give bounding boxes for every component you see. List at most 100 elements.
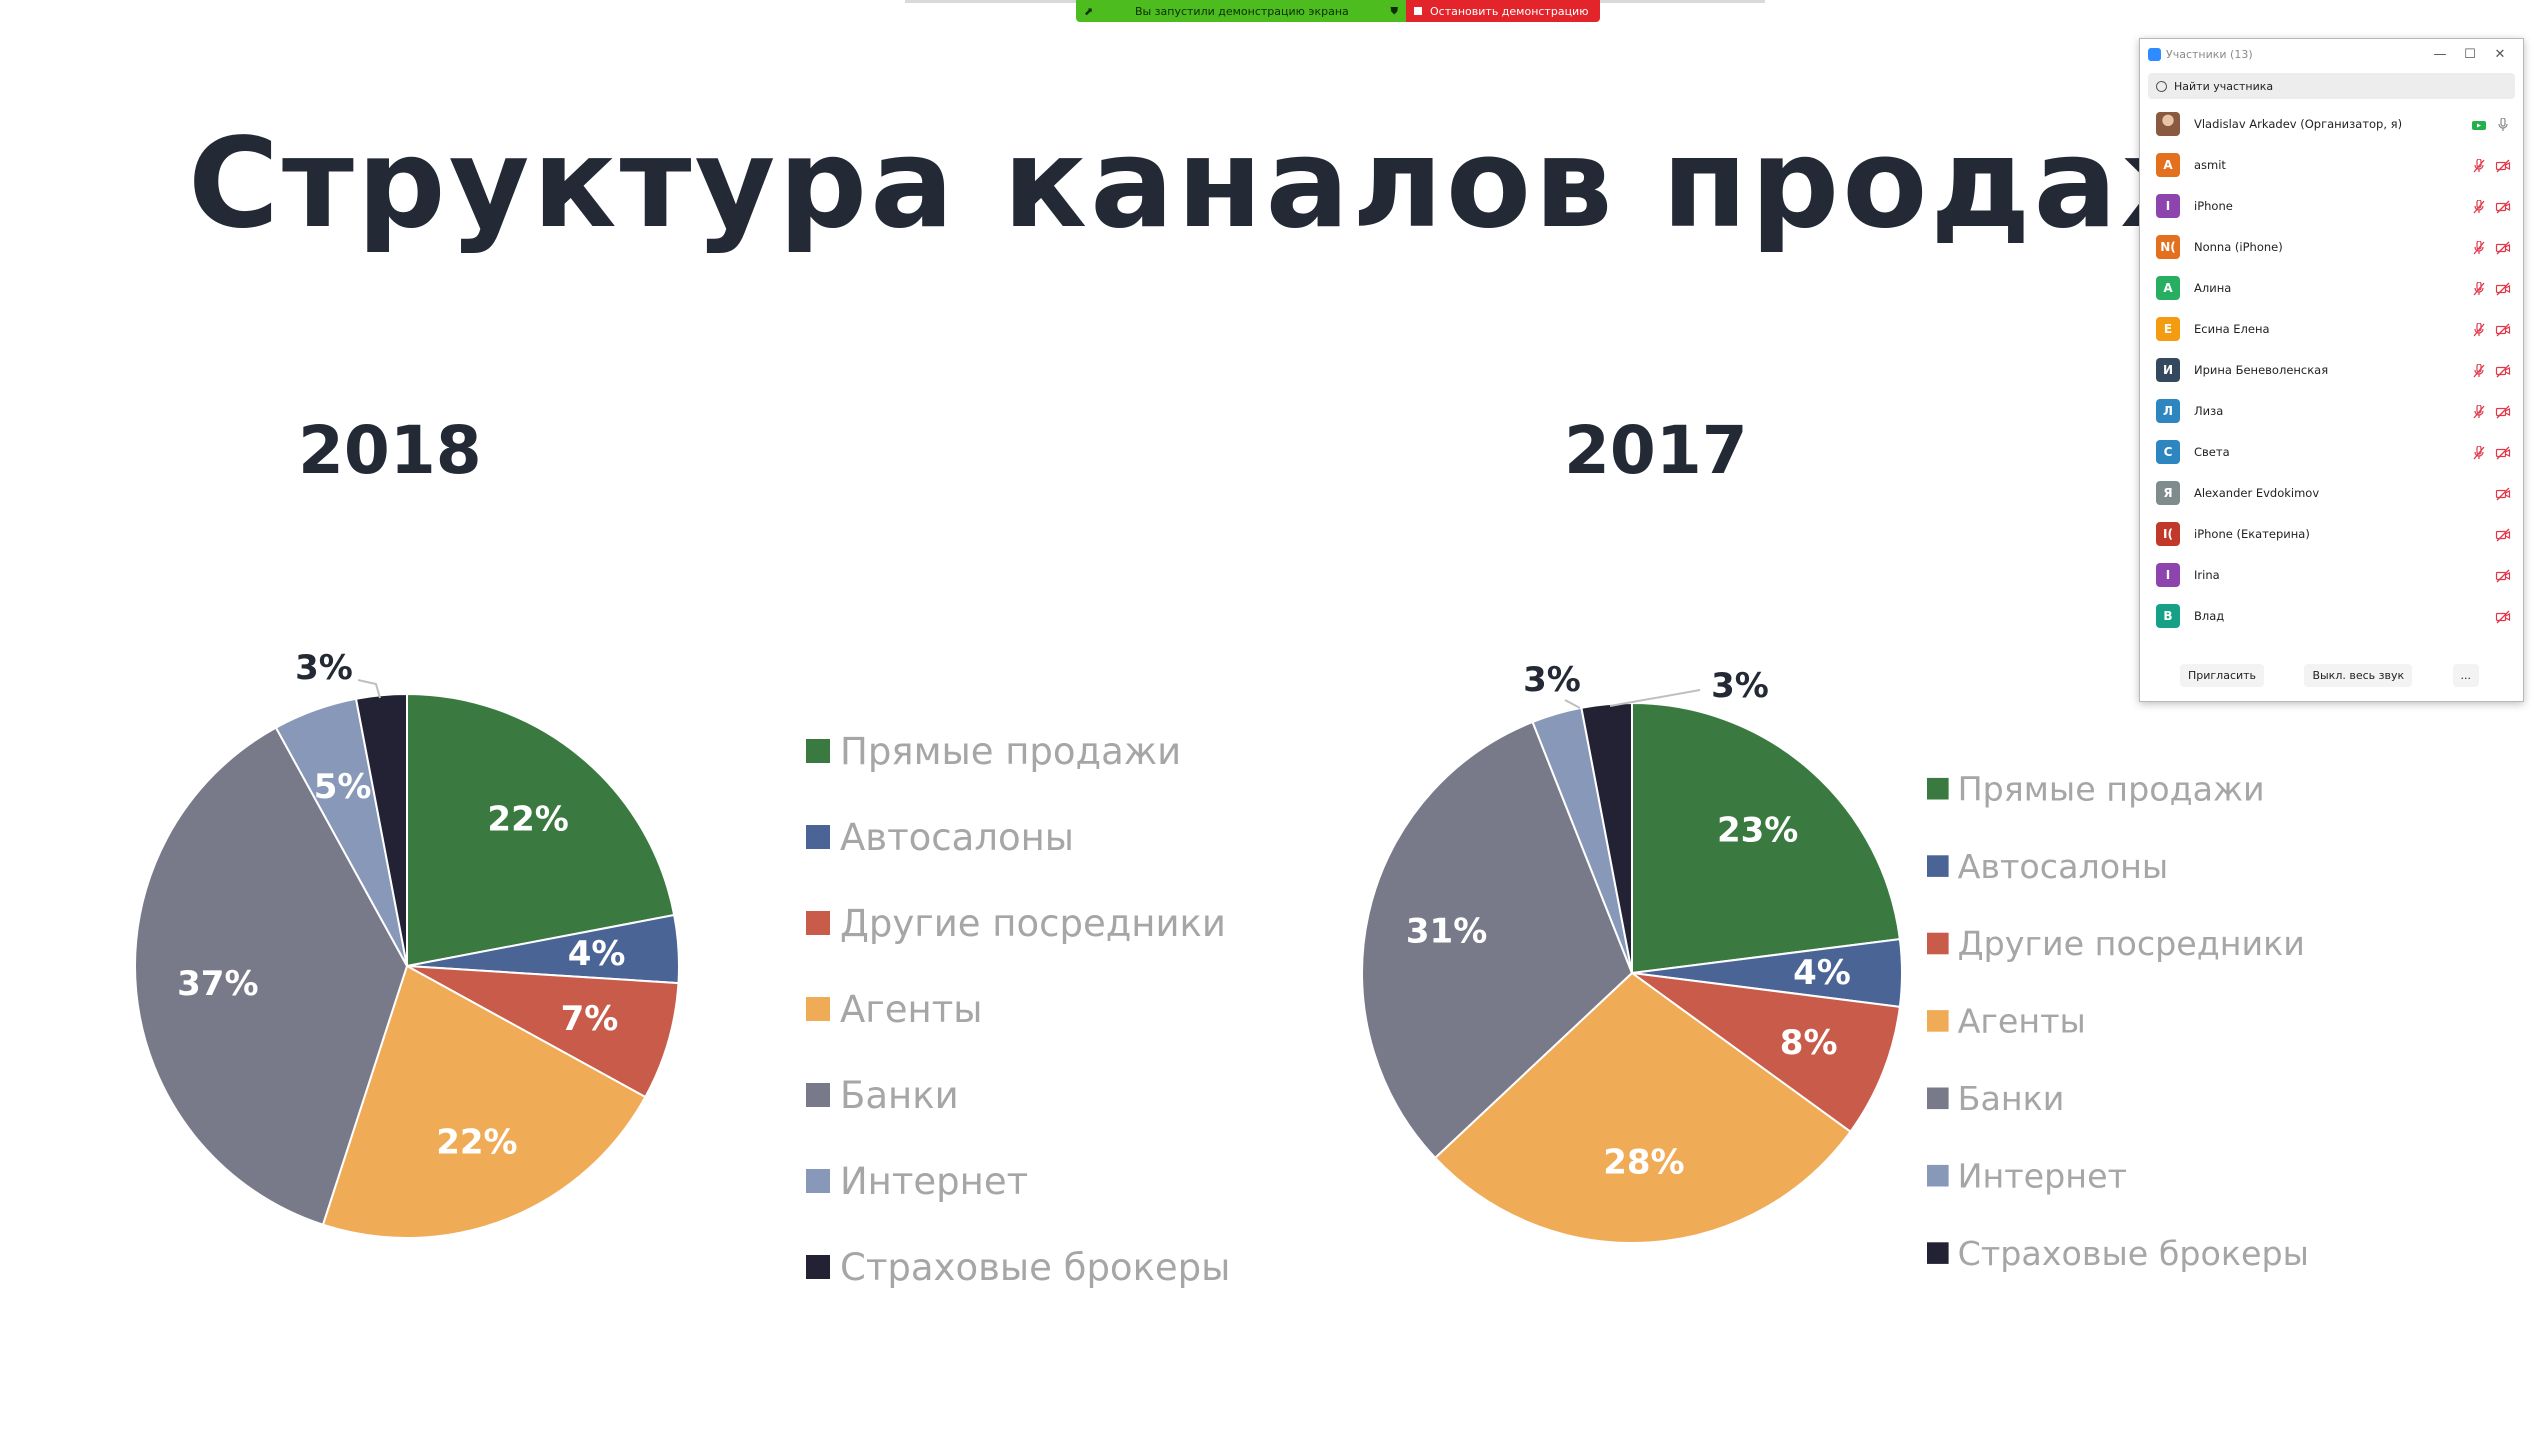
mic-muted-icon[interactable] bbox=[2471, 444, 2487, 459]
mute-all-button[interactable]: Выкл. весь звук bbox=[2304, 664, 2413, 687]
legend-item-dealers: Автосалоны bbox=[1927, 827, 2309, 904]
participant-name: Irina bbox=[2194, 567, 2220, 582]
legend-swatch bbox=[806, 825, 830, 849]
search-placeholder: Найти участника bbox=[2174, 79, 2274, 93]
video-off-icon[interactable] bbox=[2495, 568, 2511, 582]
video-off-icon[interactable] bbox=[2495, 240, 2511, 254]
participant-name: iPhone bbox=[2194, 198, 2233, 213]
avatar: N( bbox=[2156, 234, 2180, 259]
participant-row[interactable]: И Ирина Беневоленская bbox=[2140, 349, 2523, 390]
invite-button[interactable]: Пригласить bbox=[2180, 664, 2265, 687]
stop-share-label: Остановить демонстрацию bbox=[1430, 4, 1589, 18]
participant-row[interactable]: Я Alexander Evdokimov bbox=[2140, 472, 2523, 513]
participant-row[interactable]: С Света bbox=[2140, 431, 2523, 472]
video-off-icon[interactable] bbox=[2495, 322, 2511, 336]
pie-slice-direct bbox=[406, 692, 676, 968]
legend-2018: Прямые продажи Автосалоны Другие посредник… bbox=[806, 708, 1230, 1310]
legend-item-direct: Прямые продажи bbox=[806, 708, 1230, 794]
participant-name: Алина bbox=[2194, 280, 2232, 295]
video-off-icon[interactable] bbox=[2495, 609, 2511, 623]
mic-muted-icon[interactable] bbox=[2471, 280, 2487, 295]
avatar: С bbox=[2156, 439, 2180, 464]
legend-label: Агенты bbox=[1957, 1001, 2086, 1041]
search-icon bbox=[2156, 80, 2167, 92]
video-on-icon[interactable] bbox=[2471, 117, 2487, 131]
data-label-other-intermediaries: 7% bbox=[561, 999, 619, 1039]
minimize-icon[interactable]: — bbox=[2433, 46, 2447, 62]
legend-item-internet: Интернет bbox=[1927, 1137, 2309, 1214]
participant-row[interactable]: А Алина bbox=[2140, 267, 2523, 308]
legend-swatch bbox=[1927, 1010, 1949, 1032]
participant-row[interactable]: N(Nonna (iPhone) bbox=[2140, 226, 2523, 267]
participant-name: Лиза bbox=[2194, 403, 2224, 418]
leader-line bbox=[1609, 689, 1701, 707]
data-label-direct: 22% bbox=[487, 800, 568, 840]
legend-item-banks: Банки bbox=[806, 1052, 1230, 1138]
legend-item-dealers: Автосалоны bbox=[806, 794, 1230, 880]
avatar: I bbox=[2156, 193, 2180, 218]
mic-muted-icon[interactable] bbox=[2471, 362, 2487, 377]
avatar: А bbox=[2156, 275, 2180, 300]
avatar: Е bbox=[2156, 316, 2180, 341]
participant-row[interactable]: Е Есина Елена bbox=[2140, 308, 2523, 349]
avatar bbox=[2156, 111, 2180, 136]
maximize-icon[interactable]: ☐ bbox=[2464, 46, 2476, 62]
data-label-dealers: 4% bbox=[1793, 953, 1851, 993]
close-icon[interactable]: ✕ bbox=[2494, 46, 2506, 62]
zoom-icon bbox=[2148, 47, 2161, 61]
participant-name: Света bbox=[2194, 444, 2230, 459]
video-off-icon[interactable] bbox=[2495, 445, 2511, 459]
video-off-icon[interactable] bbox=[2495, 527, 2511, 541]
data-label-banks: 37% bbox=[177, 964, 258, 1004]
video-off-icon[interactable] bbox=[2495, 486, 2511, 500]
legend-label: Страховые брокеры bbox=[840, 1245, 1231, 1289]
video-off-icon[interactable] bbox=[2495, 404, 2511, 418]
mic-muted-icon[interactable] bbox=[2471, 157, 2487, 172]
video-off-icon[interactable] bbox=[2495, 281, 2511, 295]
legend-swatch bbox=[1927, 1164, 1949, 1187]
participant-name: Alexander Evdokimov bbox=[2194, 485, 2320, 500]
mic-on-icon[interactable] bbox=[2495, 116, 2511, 131]
mic-muted-icon[interactable] bbox=[2471, 239, 2487, 254]
participant-row[interactable]: I Irina bbox=[2140, 554, 2523, 595]
mic-muted-icon[interactable] bbox=[2471, 321, 2487, 336]
leader-line bbox=[1564, 699, 1581, 709]
data-label-direct: 23% bbox=[1717, 810, 1798, 850]
mic-muted-icon[interactable] bbox=[2471, 403, 2487, 418]
avatar: I bbox=[2156, 562, 2180, 587]
participant-row[interactable]: Vladislav Arkadev (Организатор, я) bbox=[2140, 103, 2523, 144]
participant-name: Влад bbox=[2194, 608, 2225, 623]
participant-row[interactable]: I(iPhone (Екатерина) bbox=[2140, 513, 2523, 554]
mic-muted-icon[interactable] bbox=[2471, 198, 2487, 213]
more-button[interactable]: ... bbox=[2452, 664, 2479, 687]
legend-label: Прямые продажи bbox=[840, 729, 1182, 773]
avatar: В bbox=[2156, 603, 2180, 628]
stop-share-button[interactable]: Остановить демонстрацию bbox=[1406, 0, 1601, 22]
video-off-icon[interactable] bbox=[2495, 199, 2511, 213]
stop-icon bbox=[1414, 7, 1422, 15]
video-off-icon[interactable] bbox=[2495, 363, 2511, 377]
slide-title: Структура каналов продаж bbox=[188, 112, 2247, 256]
data-label-other-intermediaries: 8% bbox=[1780, 1023, 1838, 1063]
legend-item-other-intermediaries: Другие посредники bbox=[806, 880, 1230, 966]
participant-search-input[interactable]: Найти участника bbox=[2148, 73, 2515, 99]
avatar: И bbox=[2156, 357, 2180, 382]
data-label-brokers: 3% bbox=[1711, 666, 1769, 706]
year-2018-label: 2018 bbox=[298, 412, 482, 489]
legend-swatch bbox=[1927, 855, 1949, 877]
pie-slice-other-intermediaries bbox=[406, 965, 680, 1099]
participant-row[interactable]: Л Лиза bbox=[2140, 390, 2523, 431]
legend-label: Автосалоны bbox=[840, 815, 1075, 859]
avatar: I( bbox=[2156, 521, 2180, 546]
participant-row[interactable]: В Влад bbox=[2140, 595, 2523, 636]
data-label-banks: 31% bbox=[1406, 912, 1487, 952]
data-label-agents: 28% bbox=[1603, 1143, 1684, 1183]
legend-label: Банки bbox=[840, 1073, 959, 1117]
share-icon: ⬈ bbox=[1084, 4, 1094, 18]
shield-icon: ⛊ bbox=[1390, 5, 1399, 17]
video-off-icon[interactable] bbox=[2495, 158, 2511, 172]
leader-line bbox=[357, 679, 381, 699]
